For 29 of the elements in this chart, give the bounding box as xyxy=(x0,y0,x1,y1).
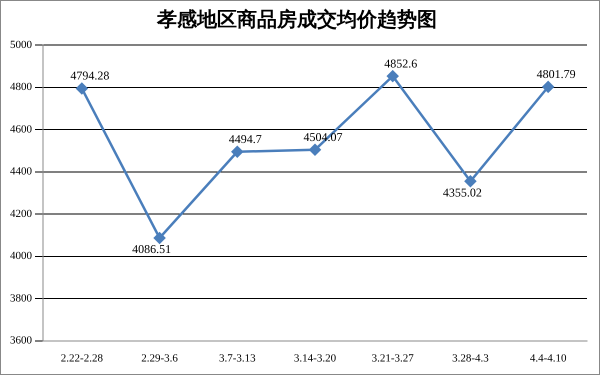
point xyxy=(76,82,88,94)
x-tick-label: 3.7-3.13 xyxy=(218,352,256,364)
x-tick-label: 3.28-4.3 xyxy=(452,352,490,364)
x-tick-label: 2.22-2.28 xyxy=(60,352,104,364)
y-tick-label: 4000 xyxy=(10,250,32,262)
x-tick-label: 2.29-3.6 xyxy=(141,352,178,364)
y-tick-label: 5000 xyxy=(10,38,32,51)
x-tick-label: 3.14-3.20 xyxy=(294,352,337,364)
point xyxy=(309,144,321,156)
data-label: 4794.28 xyxy=(70,68,110,83)
point xyxy=(232,146,244,158)
point xyxy=(386,70,398,82)
y-tick-label: 4200 xyxy=(10,208,32,220)
point xyxy=(542,81,554,93)
y-tick-label: 3800 xyxy=(10,292,32,304)
data-label: 4852.6 xyxy=(384,56,418,70)
x-tick-label: 4.4-4.10 xyxy=(530,352,567,364)
data-label: 4086.51 xyxy=(132,242,172,256)
chart-title: 孝感地区商品房成交均价趋势图 xyxy=(156,7,437,32)
y-tick-label: 4400 xyxy=(10,166,32,178)
point xyxy=(154,232,166,244)
y-tick-label: 3600 xyxy=(10,334,32,347)
y-tick-label: 4600 xyxy=(10,123,32,136)
data-label: 4494.7 xyxy=(228,132,262,146)
y-tick-label: 4800 xyxy=(10,81,32,94)
x-tick-label: 3.21-3.27 xyxy=(372,352,414,364)
data-label: 4355.02 xyxy=(442,185,482,200)
data-label: 4801.79 xyxy=(536,67,576,82)
point xyxy=(464,176,476,188)
